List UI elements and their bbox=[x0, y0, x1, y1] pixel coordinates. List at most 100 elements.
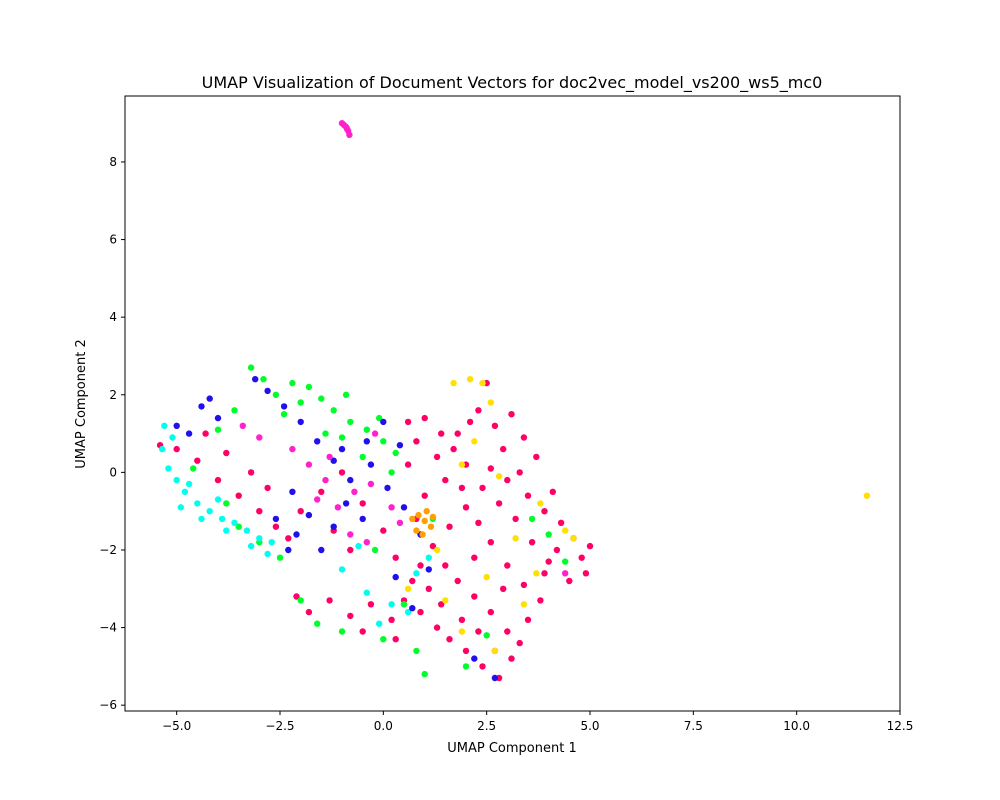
scatter-point bbox=[562, 527, 569, 534]
scatter-point bbox=[533, 453, 540, 461]
scatter-point bbox=[471, 655, 478, 662]
scatter-point bbox=[421, 414, 428, 422]
scatter-point bbox=[293, 531, 300, 538]
scatter-point bbox=[404, 608, 412, 616]
scatter-point bbox=[541, 570, 548, 577]
scatter-point bbox=[504, 628, 511, 635]
scatter-point bbox=[347, 476, 354, 484]
scatter-point bbox=[297, 418, 304, 426]
scatter-point bbox=[475, 519, 482, 526]
scatter-point bbox=[528, 539, 536, 546]
scatter-point bbox=[458, 484, 466, 492]
scatter-point bbox=[367, 461, 375, 468]
scatter-point bbox=[289, 488, 296, 495]
scatter-point bbox=[421, 492, 428, 499]
scatter-point bbox=[491, 647, 499, 655]
scatter-point bbox=[419, 531, 426, 538]
x-tick-label: −5.0 bbox=[162, 719, 191, 733]
chart-title: UMAP Visualization of Document Vectors f… bbox=[202, 73, 823, 93]
scatter-point bbox=[549, 488, 556, 495]
scatter-point bbox=[384, 484, 391, 492]
scatter-point bbox=[438, 430, 445, 437]
scatter-point bbox=[438, 601, 445, 608]
scatter-point bbox=[305, 461, 313, 468]
scatter-point bbox=[417, 608, 424, 616]
scatter-point bbox=[462, 504, 470, 511]
x-axis: −5.0 −2.5 0.0 2.5 5.0 7.5 10.0 12.5 bbox=[162, 711, 913, 733]
scatter-point bbox=[371, 430, 379, 437]
y-tick-label: 8 bbox=[109, 155, 117, 169]
scatter-point bbox=[318, 395, 325, 402]
scatter-point bbox=[338, 469, 346, 476]
scatter-point bbox=[380, 438, 387, 445]
scatter-point bbox=[380, 418, 387, 426]
scatter-point bbox=[863, 492, 871, 499]
scatter-point bbox=[318, 488, 325, 495]
scatter-point bbox=[388, 504, 395, 511]
scatter-point bbox=[413, 647, 420, 655]
scatter-point bbox=[318, 546, 325, 554]
scatter-point bbox=[280, 411, 288, 418]
scatter-point bbox=[442, 597, 449, 604]
scatter-point bbox=[421, 517, 428, 525]
scatter-point bbox=[289, 445, 296, 453]
scatter-point bbox=[322, 430, 329, 437]
scatter-point bbox=[363, 426, 370, 433]
scatter-point bbox=[442, 562, 449, 569]
scatter-point bbox=[359, 628, 366, 635]
scatter-point bbox=[235, 523, 242, 530]
scatter-point bbox=[446, 636, 453, 643]
y-tick-label: 6 bbox=[109, 233, 117, 247]
scatter-point bbox=[409, 515, 416, 523]
scatter-point bbox=[338, 566, 346, 573]
scatter-point bbox=[305, 383, 313, 391]
scatter-point bbox=[285, 546, 292, 554]
scatter-point bbox=[214, 496, 222, 503]
scatter-point bbox=[165, 465, 172, 472]
scatter-point bbox=[388, 469, 395, 476]
scatter-point bbox=[297, 508, 304, 515]
scatter-point bbox=[413, 527, 420, 534]
scatter-point bbox=[427, 523, 435, 530]
scatter-point bbox=[231, 407, 238, 414]
scatter-point bbox=[247, 542, 255, 550]
scatter-point bbox=[487, 608, 494, 616]
scatter-point bbox=[479, 379, 486, 387]
scatter-point bbox=[247, 364, 255, 371]
scatter-point bbox=[359, 515, 366, 523]
scatter-point bbox=[466, 376, 474, 383]
scatter-point bbox=[293, 593, 300, 600]
scatter-point bbox=[185, 430, 193, 437]
scatter-point bbox=[194, 500, 201, 507]
y-tick-label: −4 bbox=[99, 621, 117, 635]
x-tick-label: 5.0 bbox=[580, 719, 599, 733]
scatter-point bbox=[223, 527, 230, 534]
scatter-point bbox=[338, 445, 346, 453]
scatter-point bbox=[413, 438, 420, 445]
scatter-point bbox=[347, 531, 354, 538]
scatter-point bbox=[256, 508, 263, 515]
scatter-point bbox=[223, 449, 230, 457]
scatter-point bbox=[500, 585, 507, 592]
scatter-point bbox=[562, 558, 569, 565]
scatter-point bbox=[400, 601, 408, 608]
scatter-point bbox=[471, 438, 478, 445]
scatter-point bbox=[533, 570, 540, 577]
scatter-point bbox=[409, 605, 416, 612]
scatter-point bbox=[235, 492, 242, 499]
scatter-point bbox=[206, 508, 213, 515]
scatter-point bbox=[479, 663, 486, 670]
scatter-point bbox=[471, 554, 478, 561]
y-axis: −6 −4 −2 0 2 4 6 8 bbox=[99, 155, 125, 712]
x-tick-label: 2.5 bbox=[477, 719, 496, 733]
scatter-point bbox=[252, 376, 259, 383]
scatter-point bbox=[351, 488, 358, 495]
scatter-point bbox=[272, 391, 280, 398]
scatter-point bbox=[388, 601, 395, 608]
scatter-point bbox=[388, 616, 395, 623]
scatter-point bbox=[280, 403, 288, 410]
scatter-point bbox=[495, 473, 503, 480]
scatter-point bbox=[260, 376, 267, 383]
scatter-point bbox=[159, 445, 166, 453]
scatter-point bbox=[297, 597, 304, 604]
